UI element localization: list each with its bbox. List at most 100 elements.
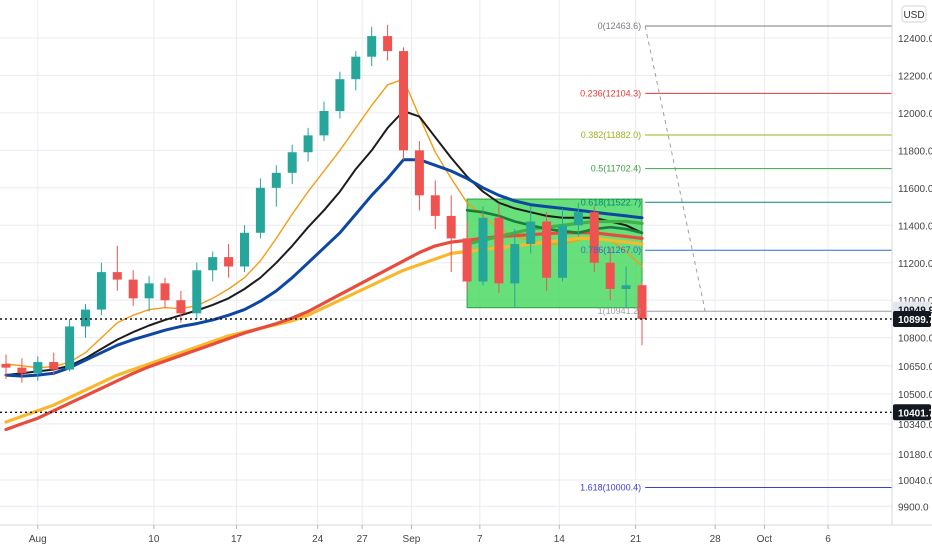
price-tag: 10401.7 xyxy=(893,404,932,421)
candle-body xyxy=(351,56,361,80)
candle[interactable] xyxy=(430,180,440,230)
candle-body xyxy=(335,79,345,112)
candle[interactable] xyxy=(446,195,456,273)
fib-level-label: 0.618(11522.7) xyxy=(581,197,641,207)
candle[interactable] xyxy=(526,206,536,254)
x-tick-label: 14 xyxy=(554,534,566,545)
candle[interactable] xyxy=(303,127,313,162)
candle[interactable] xyxy=(637,281,647,346)
candle-body xyxy=(573,212,583,226)
candle[interactable] xyxy=(589,206,599,273)
fib-level-label: 0.786(11267.0) xyxy=(581,245,641,255)
candle[interactable] xyxy=(240,225,249,273)
candle-body xyxy=(494,217,504,284)
candle-body xyxy=(271,172,281,188)
x-tick-label: Aug xyxy=(29,534,47,545)
candle-body xyxy=(462,238,472,282)
candle-body xyxy=(144,283,154,299)
candle[interactable] xyxy=(510,229,520,308)
fib-level-label: 0.382(11882.0) xyxy=(581,130,641,140)
price-tag-bg xyxy=(893,404,931,421)
fibonacci-layer[interactable]: 0(12463.6) 0.236(12104.3) 0.382(11882.0) 0.… xyxy=(580,21,892,492)
candle-body xyxy=(542,221,552,278)
candle[interactable] xyxy=(462,221,472,291)
candle-body xyxy=(367,36,377,57)
candle[interactable] xyxy=(160,277,170,308)
fib-level-label: 1(10941.2) xyxy=(598,306,642,316)
candle-body xyxy=(112,272,122,280)
candle[interactable] xyxy=(399,47,408,160)
candle[interactable] xyxy=(128,270,138,306)
candle-body xyxy=(430,195,440,216)
candle-body xyxy=(208,257,218,271)
candle[interactable] xyxy=(287,144,297,185)
y-tick-label: 10180.0 xyxy=(898,450,932,461)
candle[interactable] xyxy=(33,356,43,381)
candles-layer[interactable] xyxy=(1,24,647,383)
x-tick-label: 7 xyxy=(477,534,483,545)
candle-body xyxy=(192,270,202,314)
candle[interactable] xyxy=(414,140,424,211)
candle[interactable] xyxy=(494,202,504,293)
candle-body xyxy=(96,272,106,310)
x-tick-label: 27 xyxy=(357,534,369,545)
currency-button[interactable]: USD xyxy=(901,5,927,23)
candle[interactable] xyxy=(319,101,329,141)
candle[interactable] xyxy=(621,266,631,308)
x-tick-label: Oct xyxy=(757,534,773,545)
candle[interactable] xyxy=(351,51,361,91)
time-axis[interactable]: Aug 10 17 24 27 Sep 7 14 21 28 Oct 6 xyxy=(29,525,831,545)
candle[interactable] xyxy=(224,244,234,278)
candle-body xyxy=(446,215,456,239)
candle[interactable] xyxy=(271,165,281,207)
x-tick-label: 6 xyxy=(825,534,831,545)
candle[interactable] xyxy=(573,202,583,237)
candle-body xyxy=(81,309,90,327)
horizontal-levels-layer[interactable] xyxy=(0,318,892,413)
moving-average-layer xyxy=(4,78,644,432)
candle-body xyxy=(621,285,631,289)
candle[interactable] xyxy=(81,303,90,338)
currency-label: USD xyxy=(903,10,924,21)
candle[interactable] xyxy=(17,358,27,383)
x-tick-label: 24 xyxy=(312,534,324,545)
candle[interactable] xyxy=(65,318,75,372)
y-tick-label: 10340.0 xyxy=(898,420,932,431)
candle-body xyxy=(240,232,249,267)
candle[interactable] xyxy=(478,206,488,286)
candle[interactable] xyxy=(144,275,154,312)
candle-body xyxy=(224,257,234,267)
moving-average-line xyxy=(4,236,644,424)
candle[interactable] xyxy=(112,245,122,291)
x-tick-label: Sep xyxy=(403,534,421,545)
candle[interactable] xyxy=(255,178,265,239)
y-tick-label: 10650.0 xyxy=(898,362,932,373)
candle-body xyxy=(65,326,75,370)
candle[interactable] xyxy=(335,71,345,119)
x-tick-label: 17 xyxy=(231,534,243,545)
y-tick-label: 12400.0 xyxy=(898,34,932,45)
candle[interactable] xyxy=(192,262,202,319)
candle-body xyxy=(49,362,59,370)
price-tag: 10899.7 xyxy=(893,311,932,328)
candle[interactable] xyxy=(96,262,106,316)
candle[interactable] xyxy=(208,251,218,282)
candle[interactable] xyxy=(558,208,567,282)
x-tick-label: 28 xyxy=(710,534,722,545)
candle[interactable] xyxy=(1,354,11,379)
moving-average-line xyxy=(5,110,643,377)
y-tick-label: 12200.0 xyxy=(898,71,932,82)
candle[interactable] xyxy=(605,247,615,301)
candle[interactable] xyxy=(383,24,393,61)
y-tick-label: 10040.0 xyxy=(898,476,932,487)
moving-average-line xyxy=(465,209,644,235)
candle[interactable] xyxy=(176,290,186,323)
candle-body xyxy=(33,362,43,374)
candle[interactable] xyxy=(367,26,377,67)
candle-body xyxy=(128,279,138,299)
candle[interactable] xyxy=(542,212,552,291)
candle-body xyxy=(414,150,424,196)
candle[interactable] xyxy=(49,352,59,376)
